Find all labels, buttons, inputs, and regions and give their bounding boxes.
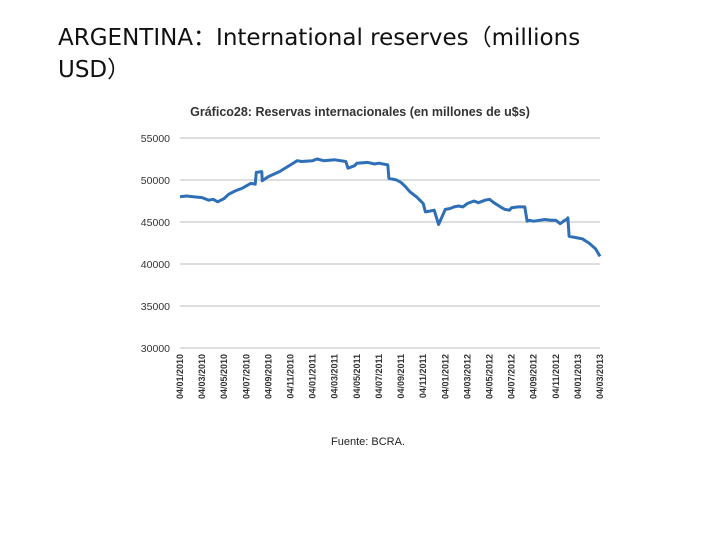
x-tick-label: 04/01/2013: [573, 354, 583, 399]
x-tick-label: 04/03/2011: [330, 354, 340, 399]
x-tick-label: 04/03/2010: [197, 354, 207, 399]
series-layer: [179, 157, 602, 258]
y-axis: 55000 50000 45000 40000 35000 30000: [141, 133, 170, 355]
x-tick-label: 04/07/2011: [374, 354, 384, 399]
x-axis: 04/01/2010 04/03/2010 04/05/2010 04/07/2010…: [175, 354, 605, 399]
x-tick-label: 04/11/2012: [551, 354, 561, 399]
x-tick-label: 04/11/2011: [418, 354, 428, 398]
x-tick-label: 04/09/2011: [396, 354, 406, 399]
x-tick-label: 04/07/2012: [507, 354, 517, 399]
x-tick-label: 04/07/2010: [241, 354, 251, 399]
grid-layer: [180, 137, 600, 349]
x-tick-label: 04/01/2010: [175, 354, 185, 399]
x-tick-label: 04/09/2012: [529, 354, 539, 399]
x-tick-label: 04/05/2010: [219, 354, 229, 399]
y-tick-label: 40000: [141, 259, 170, 271]
x-tick-label: 04/03/2013: [595, 354, 605, 399]
y-tick-label: 50000: [141, 175, 170, 187]
reserves-chart: Gráfico28: Reservas internacionales (en …: [141, 105, 605, 448]
x-tick-label: 04/01/2011: [308, 354, 318, 399]
x-tick-label: 04/01/2012: [440, 354, 450, 399]
x-tick-label: 04/03/2012: [462, 354, 472, 399]
x-tick-label: 04/05/2012: [484, 354, 494, 399]
y-tick-label: 35000: [141, 301, 170, 313]
y-tick-label: 45000: [141, 217, 170, 229]
chart-title: Gráfico28: Reservas internacionales (en …: [190, 105, 530, 119]
x-tick-label: 04/09/2010: [263, 354, 273, 399]
chart-source: Fuente: BCRA.: [331, 436, 405, 448]
x-tick-label: 04/11/2010: [286, 354, 296, 399]
y-tick-label: 30000: [141, 343, 170, 355]
y-tick-label: 55000: [141, 133, 170, 145]
series-line: [179, 157, 602, 258]
slide-title: ARGENTINA：International reserves（million…: [58, 25, 581, 83]
x-tick-label: 04/05/2011: [352, 354, 362, 399]
chart: Gráfico28: Reservas internacionales (en …: [120, 98, 610, 458]
